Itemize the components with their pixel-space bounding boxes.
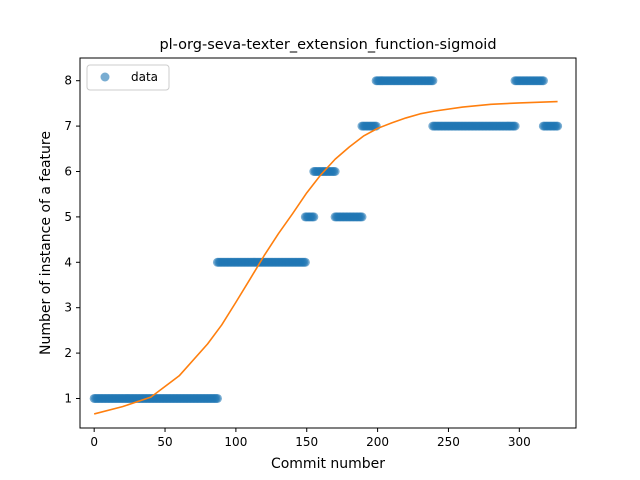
legend-label-data: data bbox=[131, 70, 158, 84]
x-tick-label: 200 bbox=[366, 435, 389, 449]
data-segment-7 bbox=[428, 121, 520, 131]
x-tick-label: 100 bbox=[224, 435, 247, 449]
y-tick-label: 5 bbox=[64, 210, 72, 224]
x-axis-ticks: 0 50 100 150 200 250 300 bbox=[90, 428, 531, 449]
data-segment-4 bbox=[330, 212, 367, 222]
y-tick-label: 8 bbox=[64, 74, 72, 88]
y-tick-label: 1 bbox=[64, 391, 72, 405]
data-segment-0 bbox=[89, 393, 222, 403]
y-tick-label: 3 bbox=[64, 301, 72, 315]
data-point bbox=[553, 121, 563, 131]
x-tick-label: 0 bbox=[90, 435, 98, 449]
x-tick-label: 250 bbox=[437, 435, 460, 449]
data-segment-6 bbox=[371, 76, 438, 86]
y-axis-label: Number of instance of a feature bbox=[38, 131, 54, 355]
data-point bbox=[428, 76, 438, 86]
data-point bbox=[538, 76, 548, 86]
fit-line bbox=[93, 100, 558, 415]
data-point bbox=[212, 393, 222, 403]
y-tick-label: 7 bbox=[64, 119, 72, 133]
y-tick-label: 4 bbox=[64, 255, 72, 269]
legend: data bbox=[86, 64, 170, 91]
plot-area bbox=[89, 76, 563, 415]
x-axis-label: Commit number bbox=[271, 456, 385, 472]
data-point bbox=[357, 212, 367, 222]
data-point bbox=[309, 212, 319, 222]
y-tick-label: 2 bbox=[64, 346, 72, 360]
data-point bbox=[300, 257, 310, 267]
x-tick-label: 150 bbox=[295, 435, 318, 449]
y-axis-ticks: 1 2 3 4 5 6 7 8 bbox=[64, 74, 80, 405]
data-segment-1 bbox=[212, 257, 310, 267]
data-point bbox=[510, 121, 520, 131]
legend-box bbox=[86, 64, 170, 91]
legend-marker-data bbox=[100, 72, 110, 82]
data-segment-8 bbox=[510, 76, 548, 86]
data-segment-3 bbox=[309, 167, 340, 176]
y-tick-label: 6 bbox=[64, 164, 72, 178]
data-segment-9 bbox=[538, 121, 563, 131]
data-segment-2 bbox=[300, 212, 319, 222]
x-tick-label: 50 bbox=[157, 435, 172, 449]
x-tick-label: 300 bbox=[508, 435, 531, 449]
axes-frame bbox=[79, 57, 577, 429]
data-point bbox=[330, 167, 340, 176]
chart-title: pl-org-seva-texter_extension_function-si… bbox=[159, 37, 496, 53]
